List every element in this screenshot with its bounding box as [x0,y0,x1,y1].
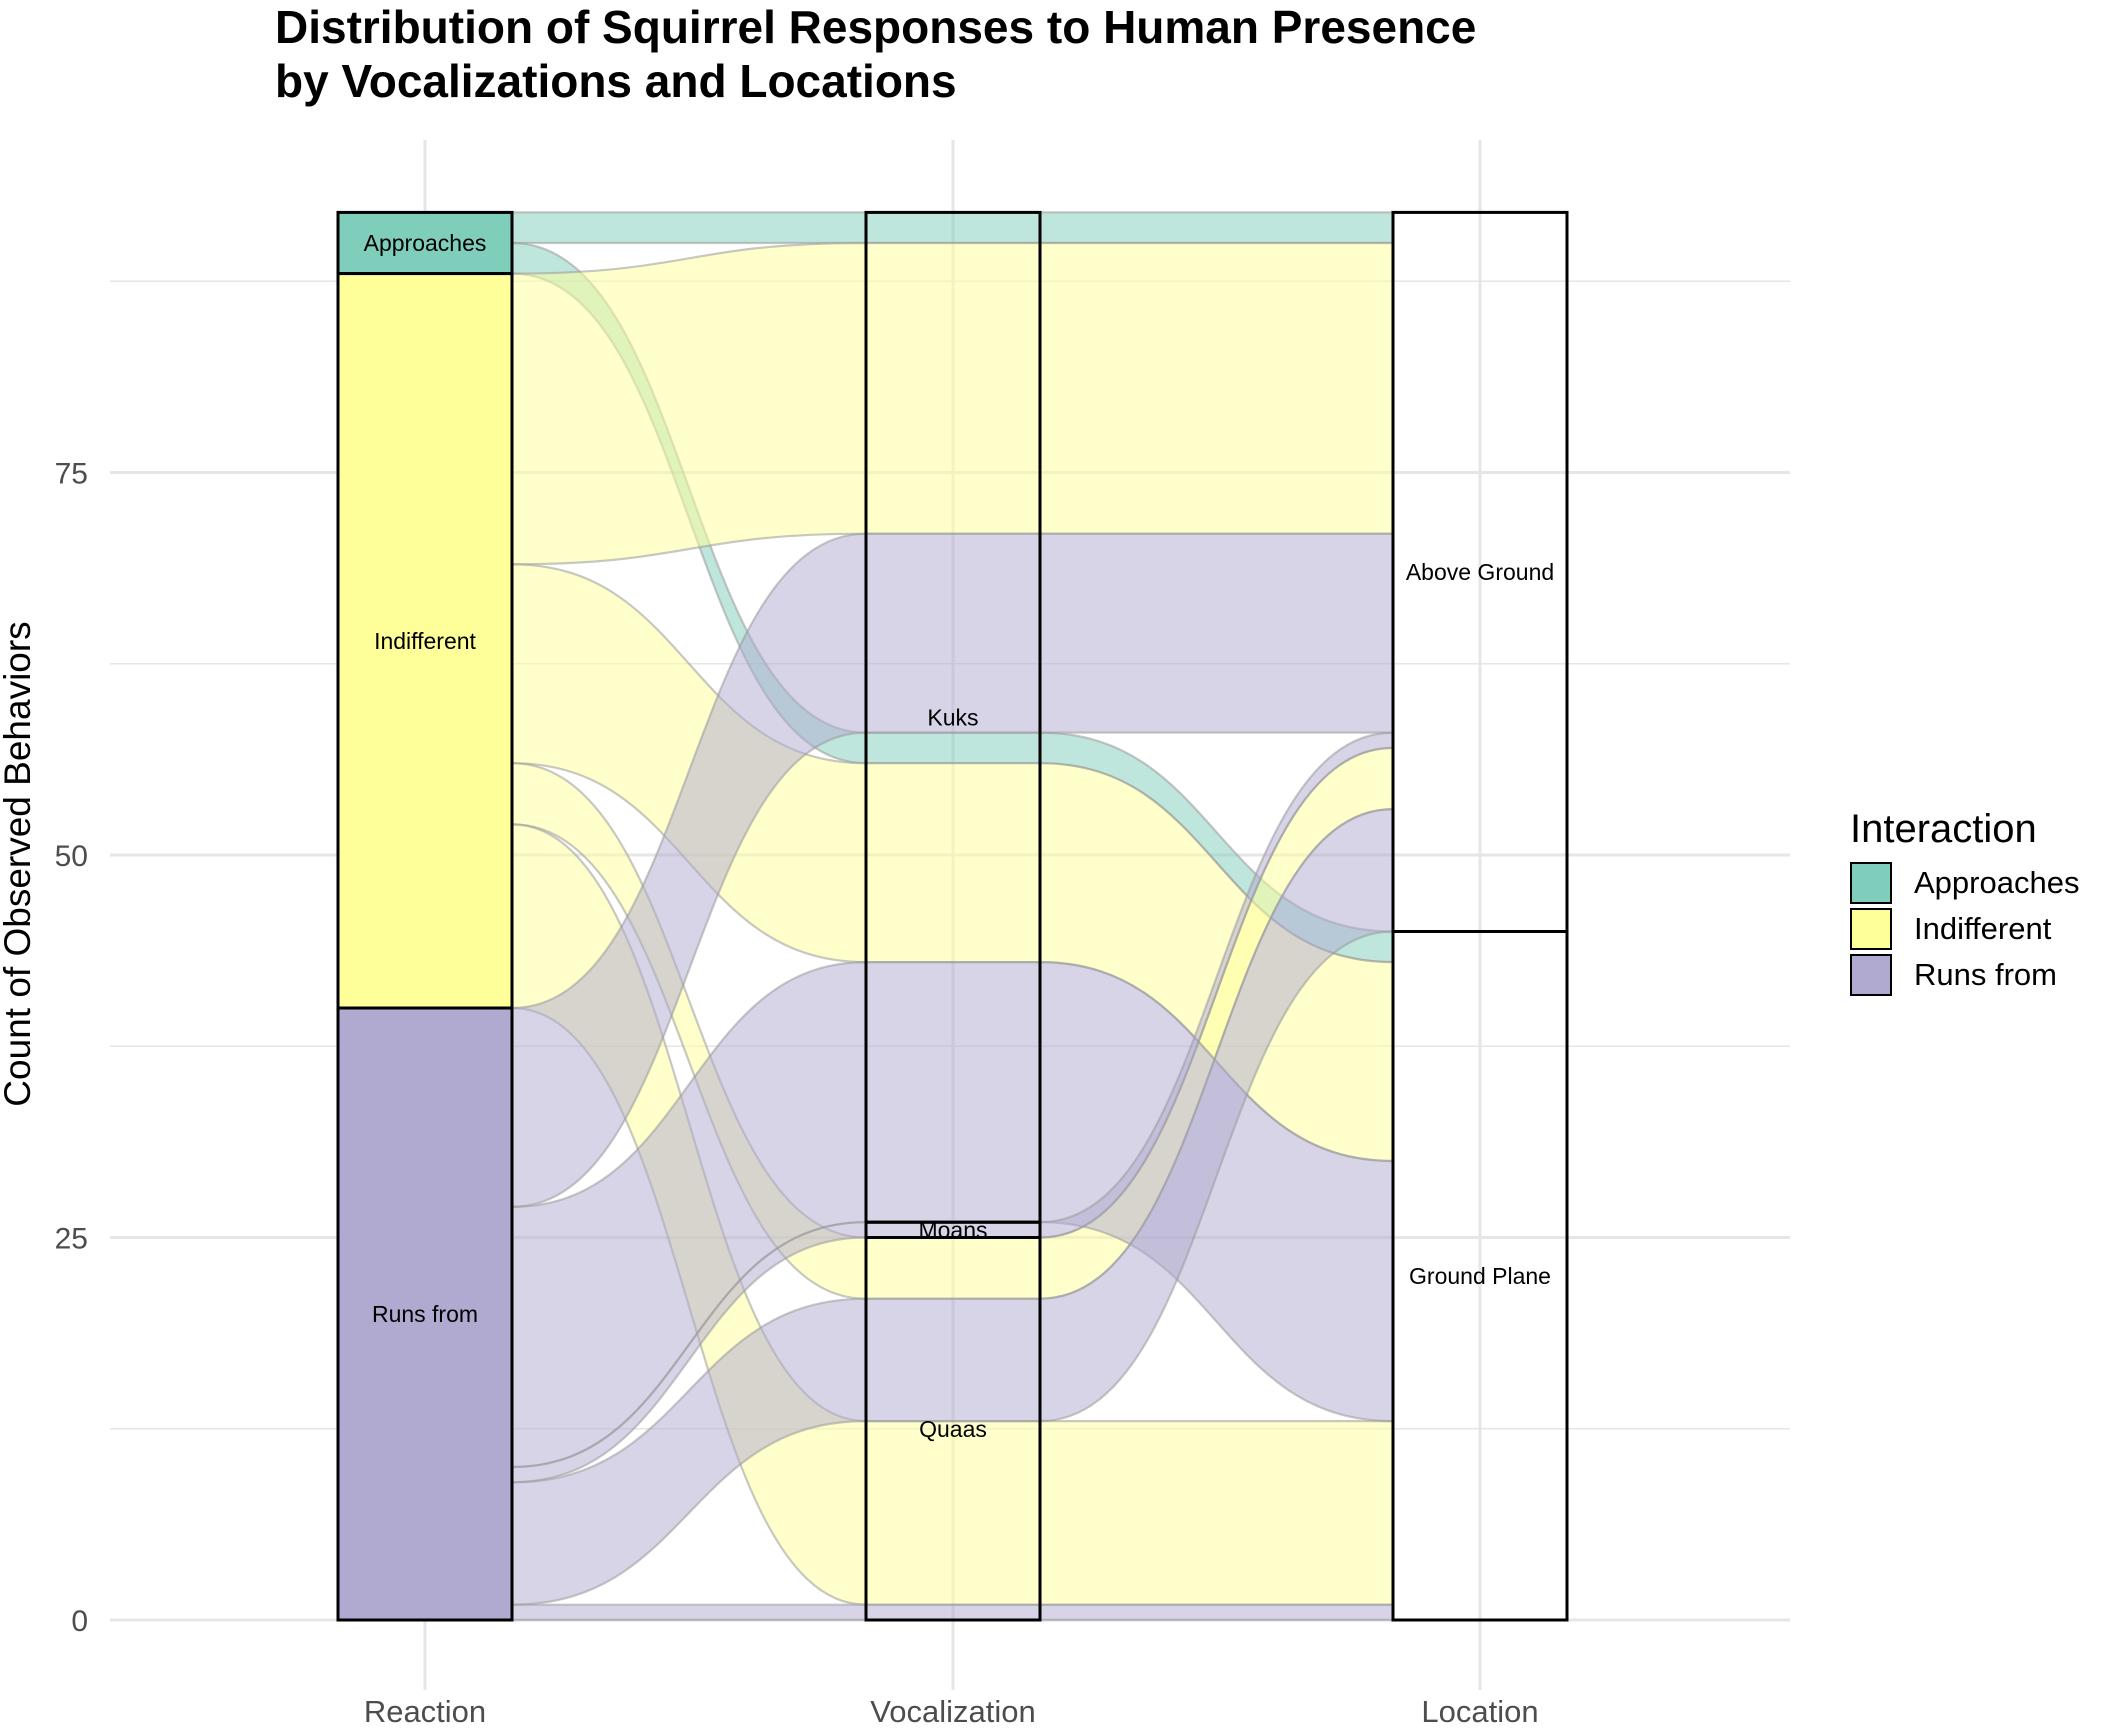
chart-title-line-1: Distribution of Squirrel Responses to Hu… [275,1,1477,53]
x-tick-label: Location [1421,1694,1538,1728]
flow-runs-from [510,1603,1395,1622]
y-axis-label: Count of Observed Behaviors [0,621,38,1106]
legend-item-indifferent: Indifferent [1850,906,2079,952]
stratum-label-above-ground: Above Ground [1406,559,1554,585]
x-axis-ticks: Reaction Vocalization Location [364,1694,1539,1728]
x-tick-label: Vocalization [870,1694,1035,1728]
x-tick-label: Reaction [364,1694,486,1728]
legend-label-approaches: Approaches [1914,865,2080,900]
legend-key-indifferent [1850,908,1892,950]
stratum-ground-plane [1391,930,1569,1622]
stratum-approaches [336,210,514,276]
chart-title: Distribution of Squirrel Responses to Hu… [275,0,1775,108]
legend-key-approaches [1850,862,1892,904]
y-axis-ticks: 0 25 50 75 [55,458,88,1639]
y-tick-label: 50 [55,840,88,873]
y-tick-label: 0 [71,1605,88,1638]
legend-item-approaches: Approaches [1850,860,2079,906]
legend-item-runs-from: Runs from [1850,952,2079,998]
y-tick-label: 75 [55,458,88,491]
stratum-label-approaches: Approaches [364,230,487,256]
flow-indifferent [510,241,1395,566]
stratum-label-indifferent: Indifferent [374,628,476,654]
legend: Interaction Approaches Indifferent Runs … [1850,807,2079,998]
y-tick-label: 25 [55,1223,88,1256]
chart-title-line-2: by Vocalizations and Locations [275,55,957,107]
legend-label-indifferent: Indifferent [1914,911,2052,946]
legend-title: Interaction [1850,807,2037,851]
stratum-runs-from [336,1006,514,1622]
flow-approaches [510,211,1395,245]
legend-key-runs-from [1850,954,1892,996]
stratum-label-moans: Moans [918,1217,987,1243]
stratum-label-quaas: Quaas [919,1416,987,1442]
legend-label-runs-from: Runs from [1914,957,2057,992]
strata: Approaches Indifferent Runs from Kuks Moans Q… [336,210,1569,1622]
stratum-label-kuks: Kuks [927,704,978,730]
stratum-label-runs-from: Runs from [372,1301,478,1327]
flows [510,211,1395,1622]
stratum-quaas [864,1236,1042,1622]
stratum-label-ground-plane: Ground Plane [1409,1263,1551,1289]
stratum-indifferent [336,272,514,1010]
